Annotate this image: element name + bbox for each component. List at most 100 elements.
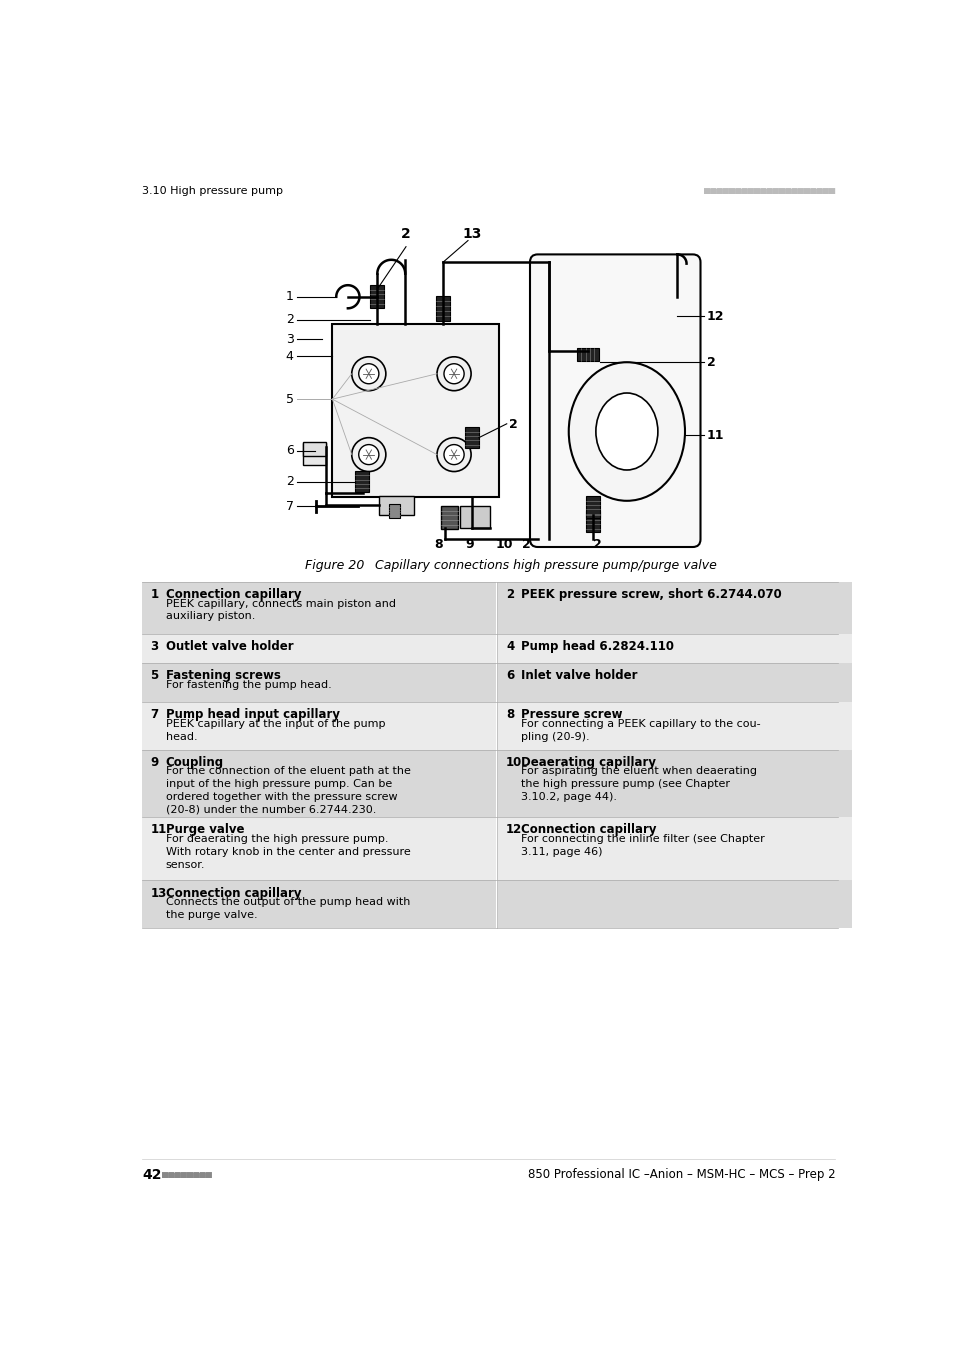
Text: 3: 3 bbox=[286, 332, 294, 346]
Bar bbox=[378, 497, 414, 514]
Text: Connection capillary: Connection capillary bbox=[166, 587, 301, 601]
Text: Capillary connections high pressure pump/purge valve: Capillary connections high pressure pump… bbox=[359, 559, 717, 571]
Text: 10: 10 bbox=[505, 756, 521, 768]
Text: 2: 2 bbox=[509, 418, 517, 432]
Text: 10: 10 bbox=[496, 537, 513, 551]
Bar bbox=[497, 880, 851, 929]
Circle shape bbox=[436, 437, 471, 471]
Text: 12: 12 bbox=[706, 309, 723, 323]
Circle shape bbox=[358, 444, 378, 464]
Bar bbox=[142, 749, 496, 817]
Text: 2: 2 bbox=[505, 587, 514, 601]
Text: 1: 1 bbox=[150, 587, 158, 601]
Text: For fastening the pump head.: For fastening the pump head. bbox=[166, 680, 331, 690]
Bar bbox=[142, 582, 496, 634]
Text: 2: 2 bbox=[286, 313, 294, 327]
Text: Purge valve: Purge valve bbox=[166, 824, 244, 837]
Text: 7: 7 bbox=[150, 707, 158, 721]
Bar bbox=[497, 749, 851, 817]
Circle shape bbox=[443, 363, 464, 383]
Text: For deaerating the high pressure pump.
With rotary knob in the center and pressu: For deaerating the high pressure pump. W… bbox=[166, 834, 410, 869]
Bar bbox=[142, 702, 496, 749]
Ellipse shape bbox=[596, 393, 658, 470]
Bar bbox=[440, 506, 457, 529]
Text: 11: 11 bbox=[150, 824, 167, 837]
Text: Pump head input capillary: Pump head input capillary bbox=[166, 707, 339, 721]
Text: 42: 42 bbox=[142, 1168, 162, 1181]
Text: 7: 7 bbox=[285, 500, 294, 513]
Circle shape bbox=[436, 356, 471, 390]
Text: 2: 2 bbox=[400, 227, 411, 240]
Text: Connection capillary: Connection capillary bbox=[521, 824, 657, 837]
Text: PEEK pressure screw, short 6.2744.070: PEEK pressure screw, short 6.2744.070 bbox=[521, 587, 781, 601]
Text: PEEK capillary, connects main piston and
auxiliary piston.: PEEK capillary, connects main piston and… bbox=[166, 598, 395, 621]
Text: 2: 2 bbox=[286, 475, 294, 489]
Text: Figure 20: Figure 20 bbox=[305, 559, 364, 571]
Bar bbox=[142, 663, 496, 702]
Text: 850 Professional IC –Anion – MSM-HC – MCS – Prep 2: 850 Professional IC –Anion – MSM-HC – MC… bbox=[527, 1168, 835, 1181]
Bar bbox=[577, 347, 598, 362]
Text: 1: 1 bbox=[286, 290, 294, 304]
Bar bbox=[585, 497, 599, 518]
Circle shape bbox=[352, 356, 385, 390]
Circle shape bbox=[443, 444, 464, 464]
Bar bbox=[355, 471, 369, 493]
Text: Connects the output of the pump head with
the purge valve.: Connects the output of the pump head wit… bbox=[166, 898, 410, 921]
Text: 12: 12 bbox=[505, 824, 521, 837]
Bar bbox=[142, 880, 496, 929]
Bar bbox=[303, 443, 326, 464]
Text: Inlet valve holder: Inlet valve holder bbox=[521, 670, 638, 683]
Text: For aspirating the eluent when deaerating
the high pressure pump (see Chapter
3.: For aspirating the eluent when deaeratin… bbox=[521, 767, 757, 802]
Text: 2: 2 bbox=[593, 537, 601, 551]
Text: 13: 13 bbox=[461, 227, 481, 240]
Text: 13: 13 bbox=[150, 887, 167, 899]
Text: For connecting the inline filter (see Chapter
3.11, page 46): For connecting the inline filter (see Ch… bbox=[521, 834, 764, 857]
Text: 5: 5 bbox=[285, 393, 294, 405]
Text: 2: 2 bbox=[706, 355, 715, 369]
Text: 9: 9 bbox=[465, 537, 474, 551]
Circle shape bbox=[352, 437, 385, 471]
Text: 5: 5 bbox=[150, 670, 158, 683]
Text: For connecting a PEEK capillary to the cou-
pling (20-9).: For connecting a PEEK capillary to the c… bbox=[521, 718, 760, 741]
Text: Outlet valve holder: Outlet valve holder bbox=[166, 640, 294, 653]
Text: 6: 6 bbox=[286, 444, 294, 458]
Bar bbox=[303, 443, 326, 456]
Text: For the connection of the eluent path at the
input of the high pressure pump. Ca: For the connection of the eluent path at… bbox=[166, 767, 410, 815]
Text: Pump head 6.2824.110: Pump head 6.2824.110 bbox=[521, 640, 674, 653]
Bar bbox=[142, 634, 496, 663]
Text: 9: 9 bbox=[150, 756, 158, 768]
Text: 3: 3 bbox=[150, 640, 158, 653]
Text: 11: 11 bbox=[706, 429, 723, 441]
Text: 8: 8 bbox=[505, 707, 514, 721]
Bar bbox=[332, 324, 498, 497]
Text: 4: 4 bbox=[286, 350, 294, 363]
Bar bbox=[497, 817, 851, 880]
Text: Fastening screws: Fastening screws bbox=[166, 670, 280, 683]
Text: Pressure screw: Pressure screw bbox=[521, 707, 622, 721]
Bar bbox=[389, 504, 399, 518]
Bar bbox=[497, 582, 851, 634]
Circle shape bbox=[358, 363, 378, 383]
Bar bbox=[142, 817, 496, 880]
Bar bbox=[497, 663, 851, 702]
Bar bbox=[464, 427, 478, 448]
Text: 2: 2 bbox=[521, 537, 530, 551]
Bar bbox=[497, 634, 851, 663]
Text: 8: 8 bbox=[434, 537, 442, 551]
Bar bbox=[370, 285, 384, 308]
Text: Connection capillary: Connection capillary bbox=[166, 887, 301, 899]
Text: 6: 6 bbox=[505, 670, 514, 683]
Bar bbox=[459, 506, 489, 528]
Bar bbox=[497, 702, 851, 749]
Text: Coupling: Coupling bbox=[166, 756, 224, 768]
Text: 3.10 High pressure pump: 3.10 High pressure pump bbox=[142, 186, 283, 196]
Text: ■■■■■■■■: ■■■■■■■■ bbox=[162, 1169, 212, 1180]
Text: Deaerating capillary: Deaerating capillary bbox=[521, 756, 656, 768]
FancyBboxPatch shape bbox=[530, 254, 700, 547]
Ellipse shape bbox=[568, 362, 684, 501]
Bar bbox=[436, 296, 450, 320]
Text: 4: 4 bbox=[505, 640, 514, 653]
Bar bbox=[585, 510, 599, 532]
Text: ■■■■■■■■■■■■■■■■■■■■■: ■■■■■■■■■■■■■■■■■■■■■ bbox=[703, 186, 835, 196]
Text: PEEK capillary at the input of the pump
head.: PEEK capillary at the input of the pump … bbox=[166, 718, 385, 741]
